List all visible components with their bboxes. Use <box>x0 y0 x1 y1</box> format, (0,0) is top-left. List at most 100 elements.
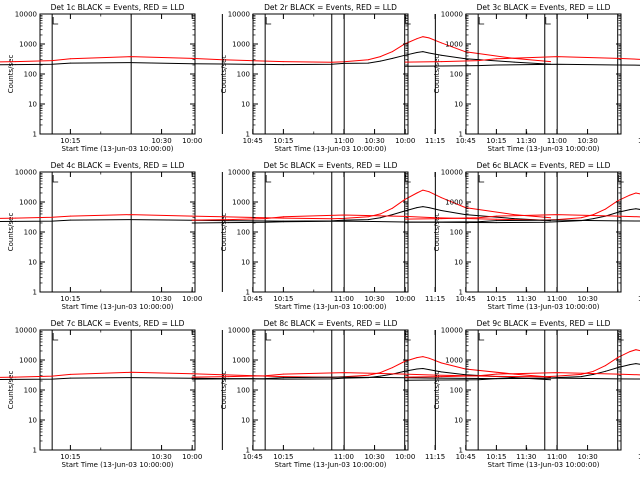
data-point <box>51 220 53 222</box>
data-point <box>495 215 497 217</box>
data-point <box>191 378 193 380</box>
data-point <box>264 221 266 223</box>
lld-series-line <box>405 214 640 220</box>
data-point <box>556 372 558 374</box>
data-point <box>69 373 71 375</box>
x-tick-label: 11:00 <box>547 295 567 303</box>
data-point <box>392 214 393 216</box>
data-point <box>221 374 223 376</box>
data-point <box>617 220 619 222</box>
data-point <box>379 56 381 58</box>
data-point <box>441 61 443 63</box>
data-point <box>264 378 266 380</box>
data-point <box>404 54 406 56</box>
y-tick-label: 1000 <box>232 199 250 207</box>
data-point <box>15 220 17 222</box>
data-point <box>379 372 381 374</box>
y-tick-label: 1 <box>459 289 463 297</box>
x-axis-label: Start Time (13-Jun-03 10:00:00) <box>488 145 600 153</box>
interval-marker <box>545 17 551 25</box>
interval-marker <box>618 333 624 341</box>
data-point <box>629 364 631 366</box>
plot-frame <box>465 329 622 451</box>
data-point <box>544 221 546 223</box>
data-point <box>130 214 132 216</box>
data-point <box>550 61 552 63</box>
y-tick-label: 100 <box>237 71 250 79</box>
x-tick-label: 10:15 <box>273 453 293 461</box>
data-point <box>592 214 594 216</box>
x-tick-label: 10:30 <box>577 137 597 145</box>
data-point <box>605 370 606 372</box>
data-point <box>331 61 333 63</box>
y-tick-label: 1000 <box>232 357 250 365</box>
y-tick-label: 100 <box>450 71 463 79</box>
data-point <box>440 197 442 199</box>
data-point <box>617 373 619 375</box>
data-point <box>428 369 430 371</box>
x-tick-label: 11:00 <box>334 295 354 303</box>
data-point <box>635 363 637 365</box>
y-tick-label: 1000 <box>445 199 463 207</box>
y-tick-label: 1 <box>246 131 250 139</box>
data-point <box>404 360 406 362</box>
data-point <box>228 219 230 221</box>
y-tick-label: 1000 <box>445 357 463 365</box>
x-tick-label: 11:15 <box>425 137 445 145</box>
data-point <box>556 219 558 221</box>
data-point <box>282 217 284 219</box>
lld-series-line <box>0 36 551 63</box>
data-point <box>556 377 558 379</box>
data-point <box>416 192 418 194</box>
data-point <box>404 370 406 372</box>
data-point <box>282 377 284 379</box>
data-point <box>191 57 193 59</box>
lld-series-line <box>192 192 640 221</box>
events-series-line <box>405 63 640 67</box>
data-point <box>477 60 479 62</box>
data-point <box>617 200 619 202</box>
data-point <box>130 377 132 379</box>
x-tick-label: 11:30 <box>516 295 536 303</box>
x-tick-label: 10:00 <box>395 295 415 303</box>
y-axis-label: Counts/sec <box>433 55 441 94</box>
data-point <box>191 376 193 378</box>
data-point <box>51 375 53 377</box>
x-tick-label: 11:15 <box>638 453 640 461</box>
data-point <box>605 208 606 210</box>
y-tick-label: 10000 <box>228 11 250 19</box>
data-point <box>367 216 369 218</box>
x-tick-label: 10:30 <box>364 137 384 145</box>
panel-title: Det 3c BLACK = Events, RED = LLD <box>477 3 611 12</box>
data-point <box>191 219 193 221</box>
y-tick-label: 100 <box>24 387 37 395</box>
x-tick-label: 10:30 <box>577 295 597 303</box>
data-point <box>617 64 619 66</box>
x-tick-label: 10:45 <box>456 137 476 145</box>
y-tick-label: 10 <box>241 101 250 109</box>
panel-title: Det 8c BLACK = Events, RED = LLD <box>264 319 398 328</box>
y-tick-label: 10 <box>28 101 37 109</box>
data-point <box>556 214 558 216</box>
x-tick-label: 11:30 <box>516 453 536 461</box>
x-tick-label: 10:45 <box>456 295 476 303</box>
y-tick-label: 1 <box>246 289 250 297</box>
y-tick-label: 10000 <box>228 169 250 177</box>
data-point <box>441 218 443 220</box>
plot-frame <box>252 171 409 293</box>
data-point <box>441 221 443 223</box>
data-point <box>592 373 594 375</box>
data-point <box>605 365 606 367</box>
data-point <box>422 206 424 208</box>
data-point <box>404 221 406 223</box>
y-tick-label: 1 <box>33 447 37 455</box>
data-point <box>221 59 223 61</box>
data-point <box>513 214 515 216</box>
data-point <box>617 357 619 359</box>
y-tick-label: 1000 <box>19 41 37 49</box>
x-tick-label: 10:15 <box>273 295 293 303</box>
y-tick-label: 1 <box>33 131 37 139</box>
x-tick-label: 10:30 <box>151 453 171 461</box>
plot-frame <box>252 329 409 451</box>
data-point <box>495 64 497 66</box>
